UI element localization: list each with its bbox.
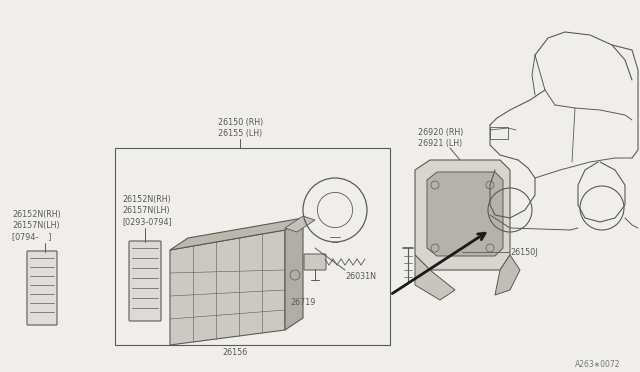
- Text: [0293-0794]: [0293-0794]: [122, 217, 172, 226]
- Text: 26920 (RH): 26920 (RH): [418, 128, 463, 137]
- Bar: [115, 148, 390, 345]
- Text: 26031N: 26031N: [345, 272, 376, 281]
- Text: 26152N(RH): 26152N(RH): [12, 210, 61, 219]
- Text: 26155 (LH): 26155 (LH): [218, 129, 262, 138]
- Text: 26150 (RH): 26150 (RH): [218, 118, 263, 127]
- Polygon shape: [170, 218, 303, 250]
- Text: 26719: 26719: [290, 298, 316, 307]
- Polygon shape: [427, 172, 503, 256]
- Text: 26921 (LH): 26921 (LH): [418, 139, 462, 148]
- Polygon shape: [415, 160, 510, 270]
- Polygon shape: [285, 218, 303, 330]
- FancyBboxPatch shape: [304, 254, 326, 270]
- Polygon shape: [170, 230, 285, 345]
- Text: 26157N(LH): 26157N(LH): [122, 206, 170, 215]
- Text: 26156: 26156: [222, 348, 248, 357]
- Text: A263∗0072: A263∗0072: [575, 360, 621, 369]
- Text: 26150J: 26150J: [510, 248, 538, 257]
- Text: [0794-    ]: [0794- ]: [12, 232, 51, 241]
- Text: 26152N(RH): 26152N(RH): [122, 195, 171, 204]
- Polygon shape: [285, 216, 315, 232]
- FancyBboxPatch shape: [129, 241, 161, 321]
- Polygon shape: [495, 255, 520, 295]
- Polygon shape: [415, 255, 455, 300]
- FancyBboxPatch shape: [27, 251, 57, 325]
- Text: 26157N(LH): 26157N(LH): [12, 221, 60, 230]
